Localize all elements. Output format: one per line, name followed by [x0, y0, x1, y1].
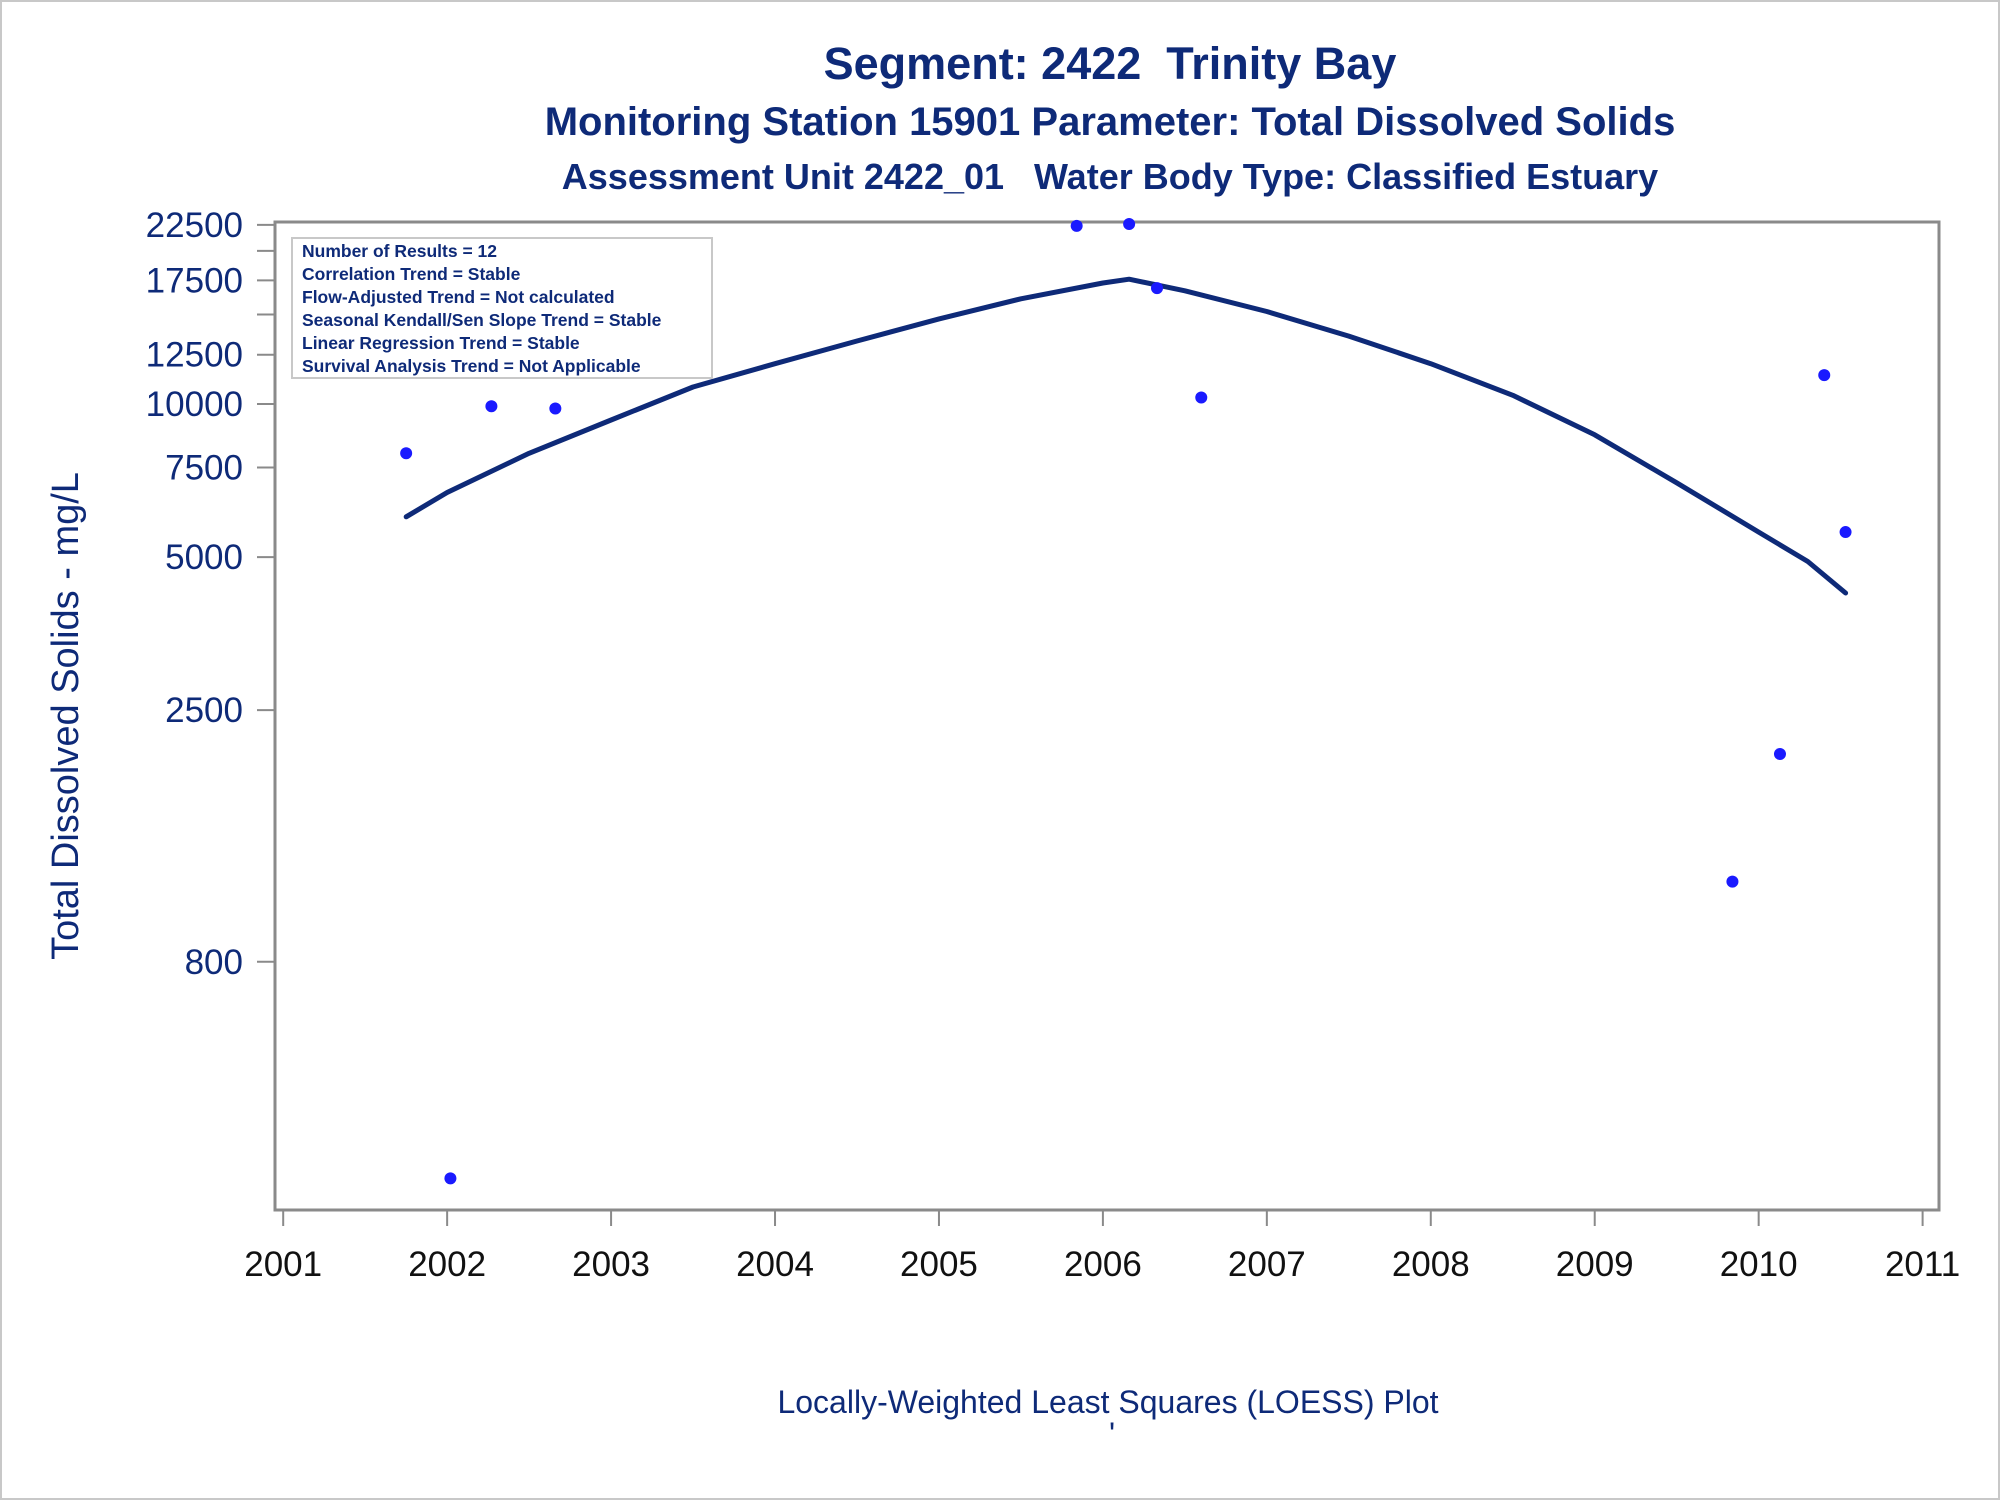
footnote-mark: ' [1109, 1416, 1115, 1452]
x-tick-label: 2002 [408, 1245, 486, 1284]
y-tick-label: 2500 [165, 691, 243, 730]
stats-box: Number of Results = 12 Correlation Trend… [291, 237, 713, 379]
y-tick-label: 800 [185, 943, 243, 982]
data-point [1818, 369, 1831, 382]
data-point [485, 400, 498, 413]
stats-line-flow-adjusted: Flow-Adjusted Trend = Not calculated [302, 287, 615, 307]
data-point [1151, 282, 1164, 295]
data-point [1726, 875, 1739, 888]
loess-curve [403, 276, 1849, 596]
data-point [1123, 217, 1136, 230]
y-tick-label: 22500 [146, 206, 243, 245]
stats-line-survival: Survival Analysis Trend = Not Applicable [302, 356, 641, 376]
data-point [1773, 747, 1786, 760]
chart-subtitle: Monitoring Station 15901 Parameter: Tota… [544, 100, 1676, 144]
x-tick-label: 2011 [1885, 1245, 1960, 1284]
x-tick-label: 2007 [1228, 1245, 1306, 1284]
data-points [400, 217, 1852, 1185]
x-tick-label: 2009 [1556, 1245, 1634, 1284]
data-point [444, 1172, 457, 1185]
chart-subtitle-2: Assessment Unit 2422_01 Water Body Type:… [561, 156, 1659, 197]
x-tick-label: 2010 [1720, 1245, 1798, 1284]
x-tick-label: 2001 [244, 1245, 322, 1284]
data-point [400, 447, 413, 460]
x-tick-label: 2004 [736, 1245, 814, 1284]
y-tick-label: 10000 [146, 385, 243, 424]
chart-title: Segment: 2422 Trinity Bay [823, 38, 1397, 89]
y-tick-label: 5000 [165, 538, 243, 577]
data-point [1070, 219, 1083, 232]
stats-line-seasonal-kendall: Seasonal Kendall/Sen Slope Trend = Stabl… [302, 310, 662, 330]
y-axis: 800 2500 5000 7500 10000 12500 17500 22500 [146, 206, 275, 982]
y-tick-label: 12500 [146, 336, 243, 375]
y-axis-title: Total Dissolved Solids - mg/L [45, 472, 87, 960]
plot-area [273, 220, 1941, 1212]
y-tick-label: 7500 [165, 449, 243, 488]
x-tick-label: 2005 [900, 1245, 978, 1284]
x-tick-label: 2008 [1392, 1245, 1470, 1284]
data-point [1839, 526, 1852, 539]
stats-line-correlation: Correlation Trend = Stable [302, 264, 521, 284]
y-tick-label: 17500 [146, 261, 243, 300]
x-tick-label: 2003 [572, 1245, 650, 1284]
x-tick-label: 2006 [1064, 1245, 1142, 1284]
data-point [1195, 391, 1208, 404]
stats-line-results: Number of Results = 12 [302, 241, 497, 261]
stats-line-linear-regression: Linear Regression Trend = Stable [302, 333, 580, 353]
footnote: Locally-Weighted Least Squares (LOESS) P… [777, 1384, 1438, 1420]
data-point [549, 402, 562, 415]
x-axis: 2001 2002 2003 2004 2005 2006 2007 2008 2009 2010… [244, 1210, 1960, 1284]
